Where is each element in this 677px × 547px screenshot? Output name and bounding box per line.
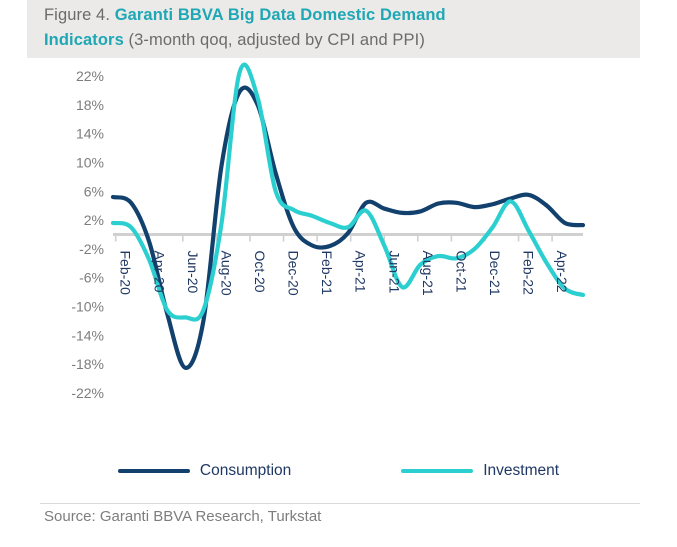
- chart-plot-area: 22% 18% 14% 10% 6% 2% -2% -6% -10% -14% -18% -22% F…: [0, 58, 677, 458]
- figure-title-line1: Garanti BBVA Big Data Domestic Demand: [114, 6, 446, 24]
- legend-item-consumption[interactable]: Consumption: [117, 462, 292, 480]
- x-tick-label: Feb-21: [319, 251, 335, 296]
- page-title: Figure 4. Garanti BBVA Big Data Domestic…: [44, 3, 624, 53]
- x-tick-label: Dec-21: [487, 251, 503, 296]
- chart-legend: Consumption Investment: [0, 462, 677, 490]
- x-tick-label: Oct-21: [453, 251, 469, 293]
- legend-item-investment[interactable]: Investment: [401, 462, 559, 480]
- x-axis-tick-labels: Feb-20 Apr-20 Jun-20 Aug-20 Oct-20 Dec-20 Feb-…: [118, 251, 570, 296]
- title-band: [27, 0, 640, 58]
- x-tick-label: Feb-20: [118, 251, 134, 296]
- source-note: Source: Garanti BBVA Research, Turkstat: [44, 508, 322, 525]
- data-series-group: [110, 62, 586, 370]
- legend-label-consumption: Consumption: [199, 462, 292, 479]
- x-tick-label: Aug-21: [420, 251, 436, 296]
- y-tick-label: -18%: [71, 356, 104, 372]
- x-tick-label: Oct-20: [252, 251, 268, 293]
- figure-label: Figure 4.: [44, 6, 111, 24]
- figure-subtitle: (3-month qoq, adjusted by CPI and PPI): [128, 31, 425, 49]
- y-tick-label: 22%: [76, 68, 104, 84]
- x-tick-label: Jun-20: [185, 251, 201, 294]
- y-tick-label: -2%: [79, 241, 104, 257]
- y-axis-tick-labels: 22% 18% 14% 10% 6% 2% -2% -6% -10% -14% -18% -22%: [71, 68, 104, 401]
- x-tick-label: Apr-22: [554, 251, 570, 293]
- y-tick-label: 10%: [76, 154, 104, 170]
- series-line-investment: [110, 62, 586, 322]
- figure-title-line2: Indicators: [44, 31, 124, 49]
- y-tick-label: 6%: [84, 183, 104, 199]
- x-tick-label: Dec-20: [286, 251, 302, 296]
- y-tick-label: -22%: [71, 385, 104, 401]
- legend-swatch-investment: [401, 469, 474, 473]
- line-chart: 22% 18% 14% 10% 6% 2% -2% -6% -10% -14% -18% -22% F…: [71, 62, 586, 401]
- series-line-consumption: [110, 85, 586, 370]
- y-tick-label: -10%: [71, 299, 104, 315]
- x-tick-label: Apr-20: [151, 251, 167, 293]
- legend-swatch-consumption: [117, 469, 190, 473]
- y-tick-label: 2%: [84, 212, 104, 228]
- x-tick-label: Jun-21: [386, 251, 402, 294]
- y-tick-label: -14%: [71, 327, 104, 343]
- y-tick-label: -6%: [79, 270, 104, 286]
- y-tick-label: 18%: [76, 97, 104, 113]
- legend-label-investment: Investment: [483, 462, 560, 479]
- x-tick-label: Apr-21: [353, 251, 369, 293]
- x-tick-label: Feb-22: [521, 251, 537, 296]
- y-tick-label: 14%: [76, 126, 104, 142]
- source-divider: [40, 503, 640, 504]
- x-tick-label: Aug-20: [218, 251, 234, 296]
